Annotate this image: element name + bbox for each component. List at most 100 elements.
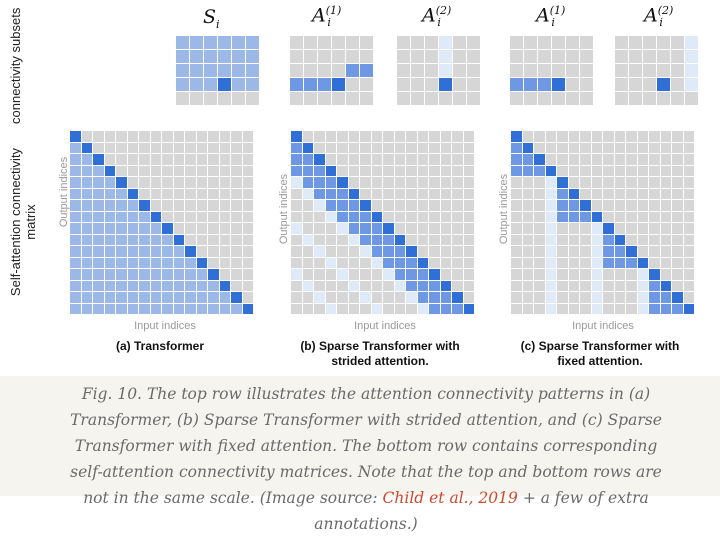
grid-cell [660, 188, 672, 200]
grid-cell [208, 142, 220, 154]
caption-background [0, 376, 720, 496]
grid-cell [337, 234, 349, 246]
grid-cell [649, 303, 661, 315]
grid-cell [524, 78, 538, 92]
grid-cell [196, 269, 208, 281]
grid-cell [671, 36, 685, 50]
grid-cell [660, 200, 672, 212]
grid-cell [511, 211, 523, 223]
grid-cell [626, 246, 638, 258]
grid-cell [242, 154, 254, 166]
grid-cell [314, 131, 326, 143]
grid-cell [150, 257, 162, 269]
grid-cell [511, 165, 523, 177]
grid-cell [429, 280, 441, 292]
grid-cell [429, 177, 441, 189]
subset-grid-strided-a1 [290, 36, 374, 106]
grid-cell [568, 142, 580, 154]
grid-cell [232, 36, 246, 50]
grid-cell [568, 303, 580, 315]
grid-cell [116, 223, 128, 235]
grid-cell [545, 154, 557, 166]
grid-cell [81, 246, 93, 258]
grid-cell [603, 234, 615, 246]
grid-cell [185, 257, 197, 269]
grid-cell [538, 64, 552, 78]
grid-cell [511, 131, 523, 143]
grid-cell [394, 154, 406, 166]
grid-cell [603, 131, 615, 143]
grid-cell [291, 292, 303, 304]
grid-cell [614, 234, 626, 246]
grid-cell [371, 154, 383, 166]
grid-cell [603, 154, 615, 166]
grid-cell [337, 269, 349, 281]
grid-cell [534, 142, 546, 154]
grid-cell [314, 292, 326, 304]
grid-cell [425, 36, 439, 50]
grid-cell [337, 211, 349, 223]
grid-cell [173, 280, 185, 292]
grid-cell [452, 269, 464, 281]
grid-cell [429, 200, 441, 212]
grid-cell [463, 142, 475, 154]
grid-cell [440, 280, 452, 292]
grid-cell [116, 280, 128, 292]
grid-cell [81, 188, 93, 200]
grid-cell [204, 78, 218, 92]
grid-cell [429, 211, 441, 223]
grid-cell [291, 154, 303, 166]
grid-cell [615, 92, 629, 106]
grid-cell [337, 257, 349, 269]
grid-cell [510, 50, 524, 64]
grid-cell [440, 257, 452, 269]
grid-cell [104, 303, 116, 315]
grid-cell [591, 269, 603, 281]
grid-cell [291, 280, 303, 292]
grid-cell [302, 269, 314, 281]
grid-cell [204, 36, 218, 50]
grid-cell [660, 257, 672, 269]
grid-cell [685, 78, 699, 92]
grid-cell [452, 223, 464, 235]
grid-cell [545, 165, 557, 177]
grid-cell [360, 200, 372, 212]
grid-cell [185, 142, 197, 154]
grid-cell [660, 303, 672, 315]
grid-cell [93, 257, 105, 269]
citation-link[interactable]: Child et al., 2019 [382, 489, 518, 507]
grid-cell [660, 131, 672, 143]
grid-cell [360, 223, 372, 235]
grid-cell [615, 64, 629, 78]
grid-cell [93, 211, 105, 223]
grid-cell [683, 280, 695, 292]
grid-cell [173, 165, 185, 177]
grid-cell [683, 165, 695, 177]
grid-cell [406, 280, 418, 292]
grid-cell [70, 292, 82, 304]
grid-cell [626, 269, 638, 281]
grid-cell [116, 177, 128, 189]
grid-cell [196, 234, 208, 246]
grid-cell [522, 292, 534, 304]
grid-cell [325, 223, 337, 235]
grid-cell [649, 131, 661, 143]
grid-cell [371, 257, 383, 269]
grid-cell [429, 303, 441, 315]
grid-cell [534, 188, 546, 200]
grid-cell [406, 211, 418, 223]
grid-cell [139, 200, 151, 212]
grid-cell [440, 234, 452, 246]
grid-cell [93, 188, 105, 200]
grid-cell [440, 200, 452, 212]
grid-cell [545, 246, 557, 258]
subset-grid-s [176, 36, 260, 106]
grid-cell [325, 246, 337, 258]
grid-cell [568, 211, 580, 223]
grid-cell [348, 292, 360, 304]
grid-cell [150, 280, 162, 292]
grid-cell [417, 211, 429, 223]
grid-cell [557, 211, 569, 223]
grid-cell [672, 188, 684, 200]
grid-cell [557, 177, 569, 189]
